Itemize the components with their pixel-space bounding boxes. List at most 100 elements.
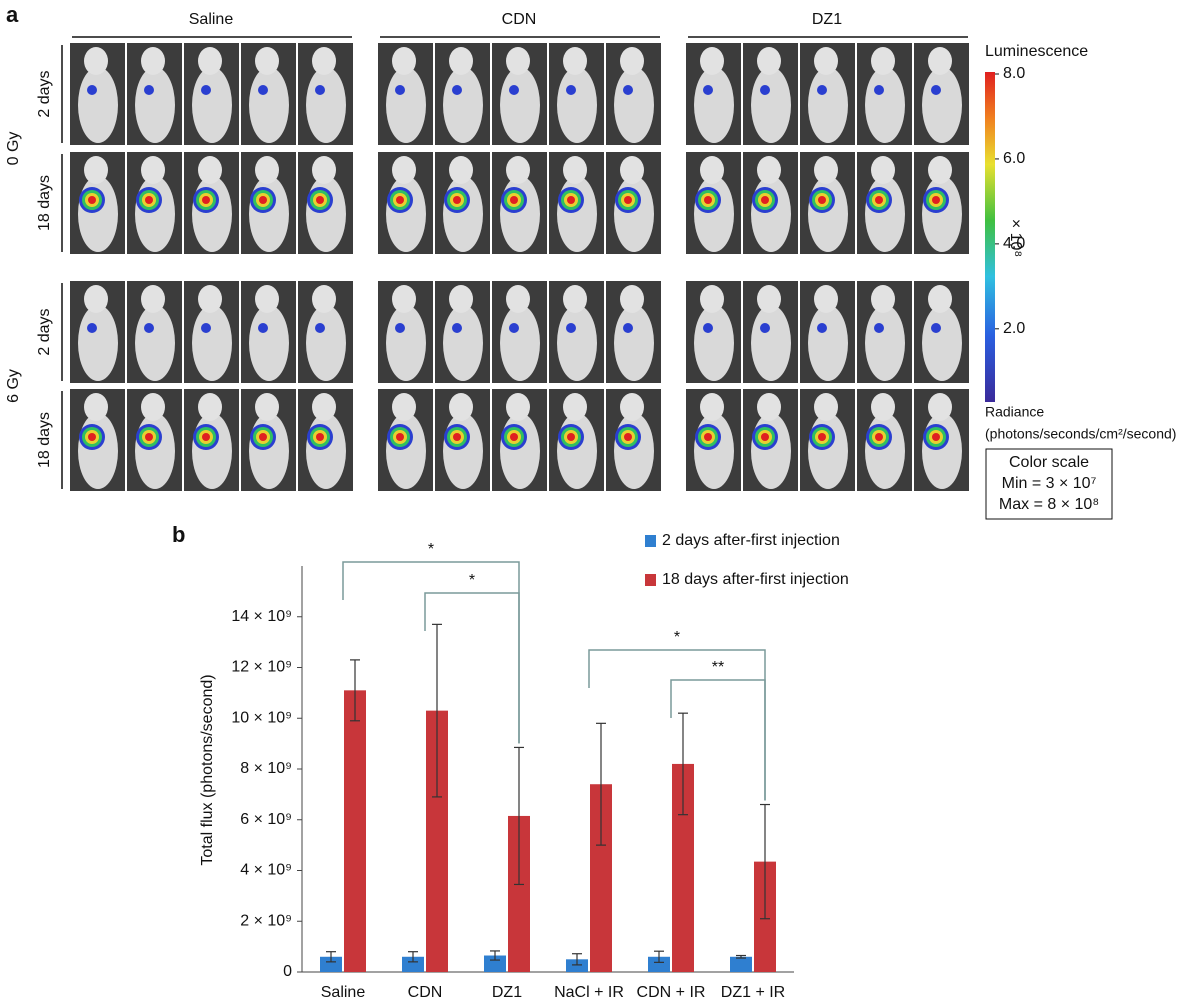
bar [402,956,424,972]
mouse-head [255,47,279,75]
y-tick-label: 0 [283,963,292,980]
mouse-head [506,285,530,313]
mouse-head [198,393,222,421]
mouse-body [249,176,289,252]
time-label: 18 days [36,175,53,231]
signal [453,196,461,204]
dose-label: 0 Gy [5,132,22,166]
significance-label: * [674,629,680,646]
signal [396,433,404,441]
mouse-body [192,176,232,252]
colorbar-multiplier: × 10⁸ [1007,219,1024,257]
mouse-head [757,156,781,184]
signal [703,323,713,333]
y-tick-label: 14 × 10⁹ [231,608,292,625]
mouse-body [78,176,118,252]
mouse-head [563,47,587,75]
signal [144,323,154,333]
mouse-head [757,393,781,421]
mouse-body [500,67,540,143]
bar [484,955,506,972]
mouse-body [443,305,483,381]
mouse-head [84,393,108,421]
mouse-head [312,156,336,184]
signal [88,196,96,204]
mouse-body [694,305,734,381]
mouse-head [392,47,416,75]
signal [818,196,826,204]
mouse-body [135,67,175,143]
bar [730,956,752,972]
x-tick-label: CDN + IR [637,984,706,1001]
mouse-head [814,47,838,75]
signal [875,433,883,441]
colorbar-tick-label: 8.0 [1003,65,1025,82]
mouse-head [620,156,644,184]
mouse-head [700,285,724,313]
colorbar-tick-label: 4.0 [1003,235,1025,252]
significance-bracket [670,679,766,801]
signal [202,196,210,204]
mouse-body [922,67,962,143]
mouse-head [871,47,895,75]
mouse-body [751,67,791,143]
colorbar-tick-label: 6.0 [1003,150,1025,167]
error-bar [408,951,418,963]
signal [88,433,96,441]
mouse-body [306,67,346,143]
mouse-body [922,413,962,489]
colorbar-title: Luminescence [985,43,1088,60]
mouse-head [620,47,644,75]
signal [396,196,404,204]
error-bar [678,712,688,816]
signal [566,85,576,95]
mouse-head [928,156,952,184]
mouse-body [500,413,540,489]
mouse-head [928,285,952,313]
signal [623,323,633,333]
mouse-head [506,156,530,184]
mouse-body [443,67,483,143]
scale-box-text: Max = 8 × 10⁸ [999,496,1099,513]
time-label: 18 days [36,412,53,468]
bar [426,710,448,972]
y-axis-label: Total flux (photons/second) [199,674,216,865]
mouse-head [506,47,530,75]
mouse-head [255,285,279,313]
signal [258,323,268,333]
mouse-head [757,285,781,313]
signal [760,323,770,333]
signal [761,196,769,204]
legend-swatch [645,574,656,586]
mouse-head [141,156,165,184]
mouse-head [928,393,952,421]
mouse-body [751,413,791,489]
mouse-body [922,176,962,252]
mouse-head [141,47,165,75]
mouse-head [198,47,222,75]
mouse-head [871,156,895,184]
mouse-head [620,393,644,421]
signal [818,433,826,441]
error-bar [514,746,524,886]
bar [590,784,612,972]
mouse-body [78,413,118,489]
bar [320,956,342,972]
signal [452,323,462,333]
mouse-head [312,393,336,421]
x-tick-label: DZ1 [492,984,522,1001]
scale-box [985,448,1113,520]
mouse-body [500,176,540,252]
significance-label: * [469,572,475,589]
mouse-body [306,176,346,252]
mouse-head [449,47,473,75]
mouse-body [249,67,289,143]
y-tick-label: 2 × 10⁹ [240,912,292,929]
error-bar [572,953,582,966]
mouse-body [694,176,734,252]
time-label: 2 days [36,308,53,355]
panel-label: a [6,2,19,27]
signal [316,196,324,204]
mouse-body [614,176,654,252]
signal [144,85,154,95]
